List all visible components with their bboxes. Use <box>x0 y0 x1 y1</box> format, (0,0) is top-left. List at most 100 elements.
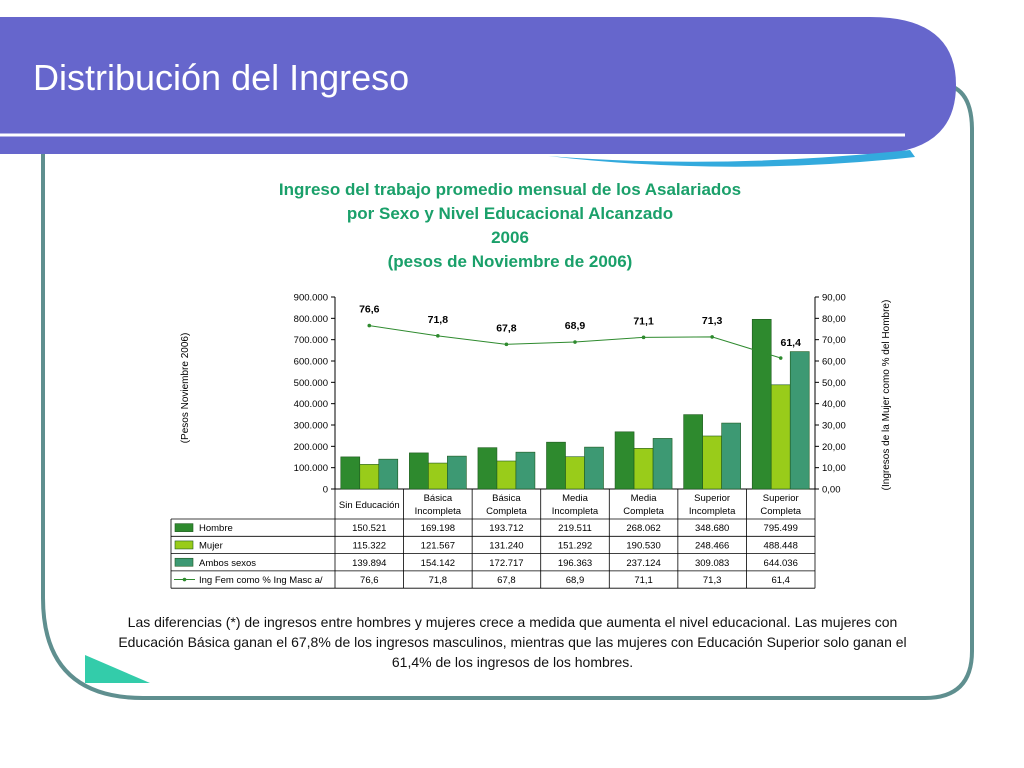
category-label: Básica <box>492 493 521 504</box>
table-cell: 115.322 <box>352 540 386 551</box>
category-label: Incompleta <box>689 506 736 517</box>
y2-tick-label: 80,00 <box>822 314 846 325</box>
line-data-label: 71,8 <box>428 314 449 326</box>
corner-accent <box>85 655 150 683</box>
category-label: Incompleta <box>552 506 599 517</box>
chart-title-line-4: (pesos de Noviembre de 2006) <box>387 252 633 271</box>
page-title: Distribución del Ingreso <box>33 57 410 98</box>
bar-ambos-sexos <box>652 438 673 490</box>
bar-mujer <box>633 448 654 490</box>
bar-hombre <box>683 414 703 490</box>
y-tick-label: 500.000 <box>294 378 328 389</box>
category-label: Sin Educación <box>339 500 400 511</box>
table-cell: 488.448 <box>764 540 798 551</box>
line-point <box>710 335 714 339</box>
y2-axis-label: (Ingresos de la Mujer como % del Hombre) <box>881 300 892 491</box>
category-label: Incompleta <box>415 506 462 517</box>
category-label: Media <box>631 493 658 504</box>
bar-ambos-sexos <box>789 351 810 490</box>
bar-hombre <box>409 452 429 490</box>
legend-label: Mujer <box>199 540 223 551</box>
line-point <box>436 334 440 338</box>
line-data-label: 61,4 <box>780 337 801 349</box>
y-tick-label: 100.000 <box>294 463 328 474</box>
table-cell: 61,4 <box>771 575 790 586</box>
table-cell: 644.036 <box>764 558 798 569</box>
table-cell: 309.083 <box>695 558 729 569</box>
table-cell: 71,8 <box>429 575 448 586</box>
y-tick-label: 0 <box>323 485 328 496</box>
legend-key <box>182 577 187 582</box>
table-cell: 71,1 <box>634 575 653 586</box>
legend-key <box>174 523 194 532</box>
line-data-label: 68,9 <box>565 320 586 332</box>
table-cell: 139.894 <box>352 558 386 569</box>
y2-tick-label: 50,00 <box>822 378 846 389</box>
y2-tick-label: 30,00 <box>822 421 846 432</box>
bar-mujer <box>428 462 448 490</box>
category-label: Completa <box>760 506 801 517</box>
title-banner <box>0 17 956 154</box>
legend-label: Ambos sexos <box>199 558 256 569</box>
category-label: Completa <box>623 506 664 517</box>
table-cell: 348.680 <box>695 523 729 534</box>
bar-ambos-sexos <box>721 422 741 490</box>
y-tick-label: 800.000 <box>294 314 328 325</box>
chart-title-line-2: por Sexo y Nivel Educacional Alcanzado <box>346 204 674 223</box>
y-tick-label: 600.000 <box>294 357 328 368</box>
y2-tick-label: 60,00 <box>822 357 846 368</box>
y2-tick-label: 40,00 <box>822 399 846 410</box>
table-cell: 248.466 <box>695 540 729 551</box>
chart-title-line-3: 2006 <box>491 228 529 247</box>
table-cell: 237.124 <box>626 558 660 569</box>
table-cell: 172.717 <box>489 558 523 569</box>
y-tick-label: 400.000 <box>294 399 328 410</box>
y-tick-label: 200.000 <box>294 442 328 453</box>
table-cell: 196.363 <box>558 558 592 569</box>
category-label: Superior <box>694 493 730 504</box>
y2-tick-label: 0,00 <box>822 485 841 496</box>
y2-tick-label: 70,00 <box>822 335 846 346</box>
table-cell: 71,3 <box>703 575 722 586</box>
table-cell: 67,8 <box>497 575 516 586</box>
table-cell: 154.142 <box>421 558 455 569</box>
line-data-label: 67,8 <box>496 322 517 334</box>
table-cell: 193.712 <box>489 523 523 534</box>
y-tick-label: 700.000 <box>294 335 328 346</box>
y2-tick-label: 90,00 <box>822 293 846 304</box>
bar-hombre <box>340 456 361 490</box>
table-cell: 131.240 <box>489 540 523 551</box>
table-cell: 268.062 <box>626 523 660 534</box>
line-data-label: 71,1 <box>633 315 654 327</box>
bar-ambos-sexos <box>515 451 536 490</box>
bar-mujer <box>770 384 791 490</box>
line-point <box>504 342 509 347</box>
bar-mujer <box>359 464 380 490</box>
bar-ambos-sexos <box>447 455 467 490</box>
line-point <box>573 340 577 344</box>
legend-label: Ing Fem como % Ing Masc a/ <box>199 575 323 586</box>
bar-hombre <box>546 441 566 490</box>
y-tick-label: 900.000 <box>294 293 328 304</box>
legend-key <box>174 540 194 550</box>
y2-tick-label: 10,00 <box>822 463 846 474</box>
content-border <box>41 82 974 700</box>
table-cell: 121.567 <box>421 540 455 551</box>
bar-ambos-sexos <box>378 458 399 490</box>
legend-key <box>174 557 194 567</box>
bar-hombre <box>614 431 635 490</box>
line-data-label: 71,3 <box>702 315 723 327</box>
y-axis-label: (Pesos Noviembre 2006) <box>180 333 191 444</box>
table-cell: 190.530 <box>626 540 660 551</box>
accent-swoosh <box>548 150 915 167</box>
category-label: Básica <box>424 493 453 504</box>
bar-hombre <box>751 318 772 490</box>
bar-hombre <box>477 447 498 490</box>
line-point <box>641 335 646 340</box>
bar-ambos-sexos <box>584 446 604 490</box>
line-point <box>778 356 783 360</box>
chart-title-line-1: Ingreso del trabajo promedio mensual de … <box>278 180 742 199</box>
chart-caption: Las diferencias (*) de ingresos entre ho… <box>118 614 907 670</box>
